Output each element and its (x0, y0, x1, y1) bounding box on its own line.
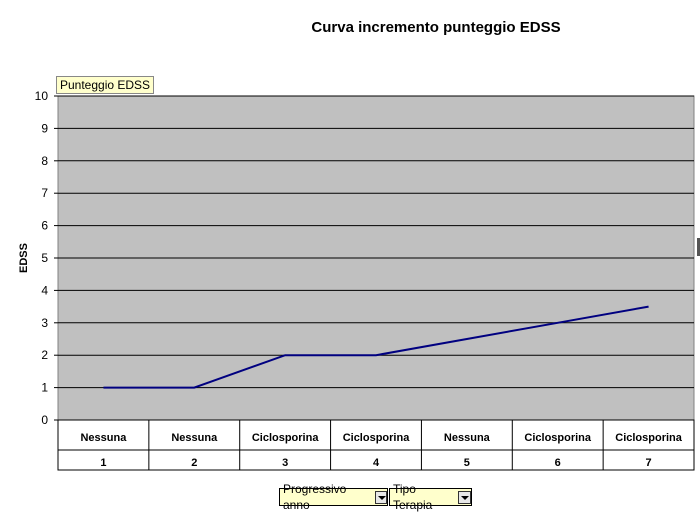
gridlines (58, 95, 694, 421)
tipo-terapia-label: Tipo Terapia (393, 482, 433, 512)
category-label-index: 2 (191, 457, 197, 469)
y-tick-label: 2 (41, 348, 48, 362)
y-axis-label: EDSS (18, 243, 30, 273)
tipo-terapia-field[interactable]: Tipo Terapia (389, 482, 472, 512)
series-field-button[interactable]: Punteggio EDSS (56, 76, 155, 94)
chart-title: Curva incremento punteggio EDSS (311, 19, 560, 36)
category-label-index: 4 (373, 457, 380, 469)
scroll-edge-marker (697, 238, 700, 256)
y-tick-label: 3 (41, 316, 48, 330)
series-line (103, 305, 649, 389)
progressivo-anno-field[interactable]: Progressivo anno (279, 482, 388, 512)
y-tick-label: 8 (41, 154, 48, 168)
category-axis-frame (57, 419, 695, 471)
category-label-index: 3 (282, 457, 288, 469)
y-tick-label: 5 (41, 251, 48, 265)
y-tick-label: 7 (41, 186, 48, 200)
category-axis: Nessuna 1 Nessuna 2 Ciclosporina 3 Ciclosporin… (57, 419, 695, 471)
chevron-down-icon[interactable] (374, 490, 387, 504)
category-label-therapy: Nessuna (171, 432, 218, 444)
series-lines (103, 305, 649, 389)
y-tick-label: 10 (35, 89, 49, 103)
category-label-therapy: Ciclosporina (524, 432, 592, 444)
y-tick-label: 4 (41, 283, 48, 297)
category-label-therapy: Ciclosporina (343, 432, 411, 444)
y-axis-ticks: 0 1 2 3 4 5 6 7 8 9 10 (35, 89, 58, 427)
y-tick-label: 0 (41, 413, 48, 427)
category-label-therapy: Ciclosporina (615, 432, 683, 444)
category-label-index: 5 (464, 457, 470, 469)
category-label-index: 7 (646, 457, 652, 469)
progressivo-anno-label: Progressivo anno (283, 482, 347, 512)
category-label-index: 1 (100, 457, 106, 469)
chevron-down-icon[interactable] (458, 490, 471, 504)
category-label-index: 6 (555, 457, 561, 469)
y-tick-label: 9 (41, 121, 48, 135)
category-label-therapy: Nessuna (80, 432, 127, 444)
category-label-therapy: Nessuna (444, 432, 491, 444)
y-tick-label: 6 (41, 219, 48, 233)
y-tick-label: 1 (41, 381, 48, 395)
category-label-therapy: Ciclosporina (252, 432, 320, 444)
